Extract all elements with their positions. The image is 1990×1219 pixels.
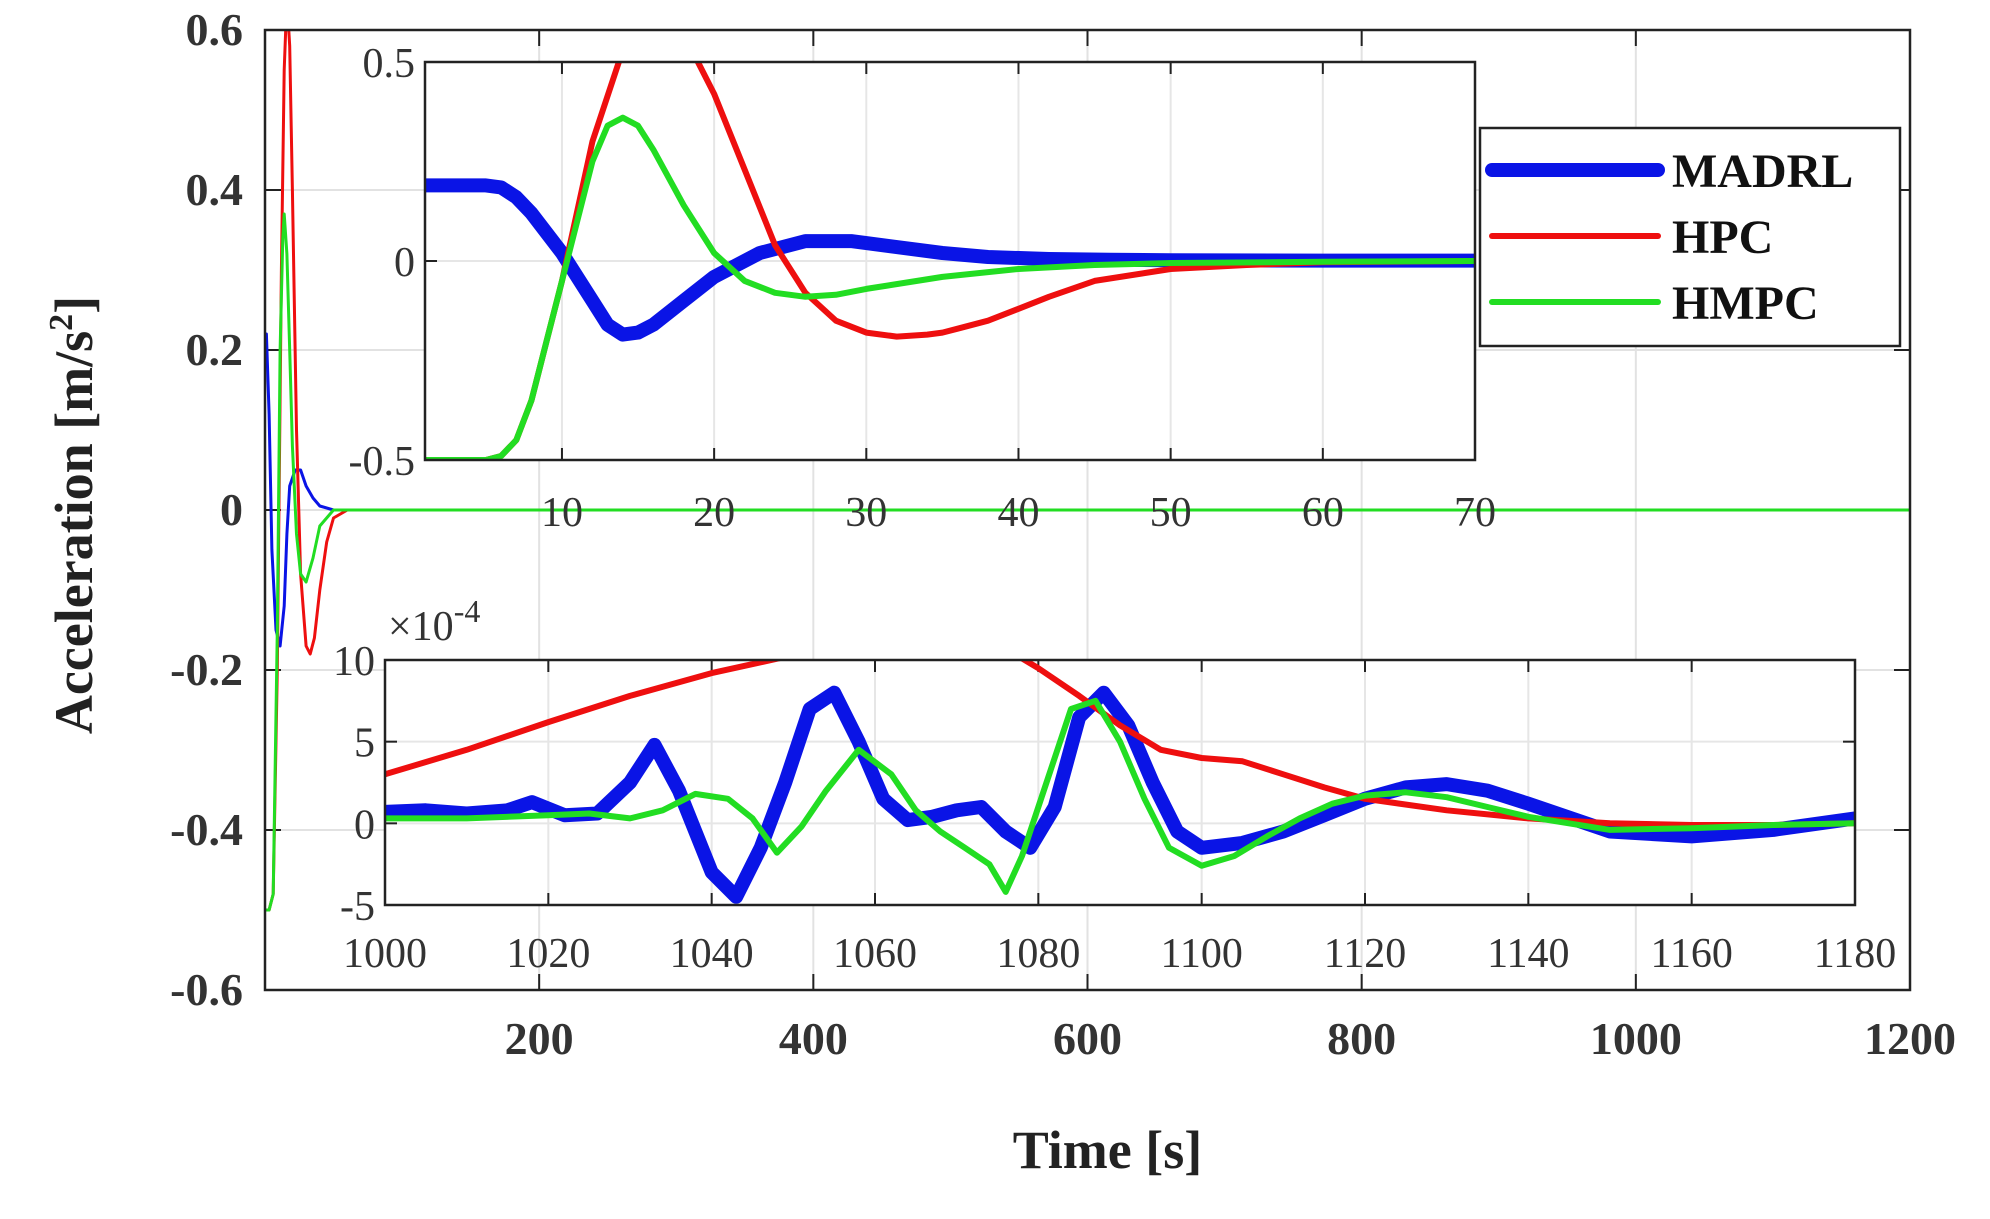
main-x-tick-label: 800 [1327,1013,1396,1064]
y-axis-label-close: ] [44,296,104,314]
inset-bottom-y-tick-label: 10 [333,639,375,685]
inset-top-x-tick-label: 50 [1150,490,1192,536]
main-y-tick-label: 0.2 [186,324,244,375]
inset-bottom-x-tick-label: 1160 [1650,931,1732,977]
main-y-tick-label: -0.6 [170,964,243,1015]
inset-bottom-exponent-label: ×10-4 [388,593,480,650]
inset-top-x-tick-label: 30 [845,490,887,536]
inset-bottom-x-tick-label: 1100 [1160,931,1242,977]
inset-top-x-tick-label: 60 [1302,490,1344,536]
inset-bottom-x-tick-label: 1000 [343,931,427,977]
legend-label-hpc: HPC [1672,211,1773,264]
inset-bottom-y-tick-label: 0 [354,802,375,848]
inset-bottom-x-tick-label: 1140 [1487,931,1569,977]
inset-bottom-x-tick-label: 1040 [670,931,754,977]
inset-top-x-tick-label: 10 [541,490,583,536]
inset-bottom-plot-area [385,660,1855,905]
inset-bottom-x-tick-label: 1180 [1814,931,1896,977]
y-axis-label: Acceleration [m/s2] [43,296,104,734]
main-y-tick-label: -0.2 [170,644,243,695]
inset-top-y-tick-label: -0.5 [349,439,416,485]
y-axis-label-main: Acceleration [m/s [44,331,104,734]
x-axis-label: Time [s] [1013,1120,1202,1180]
inset-bottom-series-madrl [385,685,1855,904]
inset-bottom-axes-frame [383,658,1857,907]
main-x-tick-label: 1200 [1864,1013,1956,1064]
inset-top-series-madrl [425,178,1475,342]
inset-top-x-tick-label: 20 [693,490,735,536]
main-axes-frame [263,28,1912,992]
inset-top-y-tick-label: 0.5 [363,41,416,87]
legend-label-hmpc: HMPC [1672,277,1819,330]
legend-label-madrl: MADRL [1672,145,1853,198]
inset-bottom-x-tick-label: 1020 [506,931,590,977]
inset-bottom-x-tick-label: 1120 [1324,931,1406,977]
main-x-tick-label: 1000 [1590,1013,1682,1064]
inset-bottom-plot: 1000 1020 1040 1060 1080 1100 1120 1140 1160 1180… [333,593,1896,977]
inset-top-series-hmpc [425,114,1475,460]
main-y-tick-label: 0.4 [186,164,244,215]
main-y-tick-label: 0 [220,484,243,535]
inset-bottom-x-tick-label: 1080 [996,931,1080,977]
inset-top-axes-frame [423,60,1477,462]
inset-top-x-tick-label: 70 [1454,490,1496,536]
inset-bottom-y-tick-label: -5 [340,884,375,930]
main-x-tick-label: 400 [779,1013,848,1064]
main-y-tick-label: -0.4 [170,804,243,855]
inset-top-y-tick-label: 0 [394,240,415,286]
legend: MADRL HPC HMPC [1478,126,1902,348]
exponent-power: -4 [454,593,481,629]
main-series-hmpc [265,212,1910,912]
inset-top-x-tick-label: 40 [997,490,1039,536]
inset-bottom-y-tick-label: 5 [354,721,375,767]
main-y-tick-label: 0.6 [186,4,244,55]
y-axis-label-sup: 2 [43,314,80,331]
inset-top-plot: 10 20 30 40 50 60 70 -0.5 0 0.5 [349,41,1497,536]
inset-bottom-x-tick-label: 1060 [833,931,917,977]
inset-bottom-series-hmpc [385,697,1855,895]
main-x-tick-label: 600 [1053,1013,1122,1064]
exponent-base: ×10 [388,604,454,650]
main-x-tick-label: 200 [505,1013,574,1064]
